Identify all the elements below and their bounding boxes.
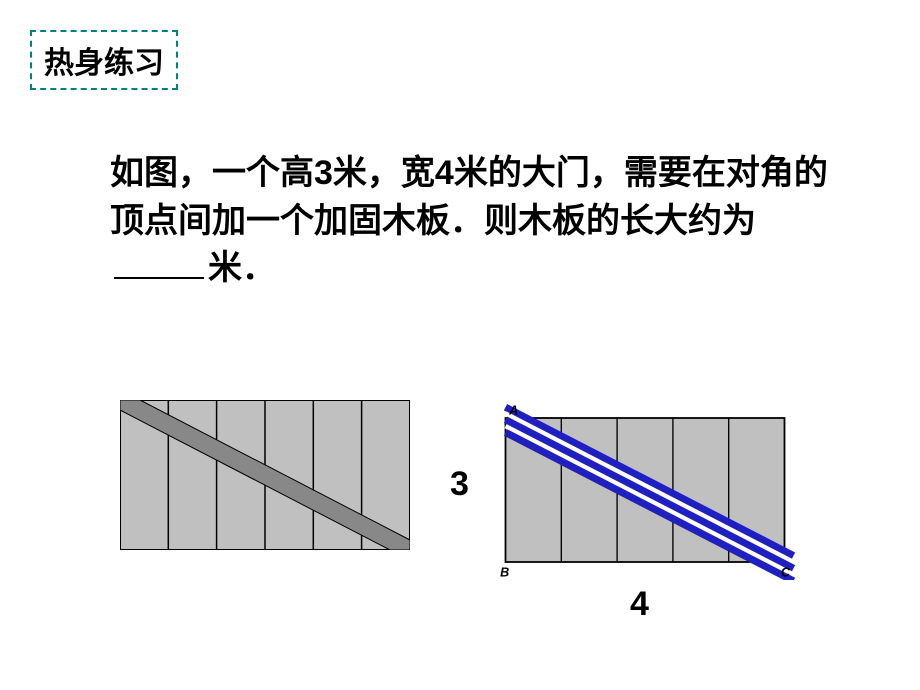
problem-statement: 如图，一个高3米，宽4米的大门，需要在对角的顶点间加一个加固木板．则木板的长大约… <box>110 150 850 293</box>
height-label: 3 <box>450 465 469 504</box>
door-diagram-2: A B C <box>470 400 820 580</box>
point-a-label: A <box>508 403 518 417</box>
answer-blank <box>114 277 204 279</box>
problem-part2: 米． <box>208 249 276 287</box>
warmup-box: 热身练习 <box>30 30 178 90</box>
point-b-label: B <box>500 565 509 579</box>
warmup-title: 热身练习 <box>44 47 164 80</box>
door-diagram-1 <box>120 400 410 550</box>
width-label: 4 <box>630 585 649 624</box>
problem-part1: 如图，一个高3米，宽4米的大门，需要在对角的顶点间加一个加固木板．则木板的长大约… <box>110 154 828 240</box>
point-c-label: C <box>781 565 791 579</box>
